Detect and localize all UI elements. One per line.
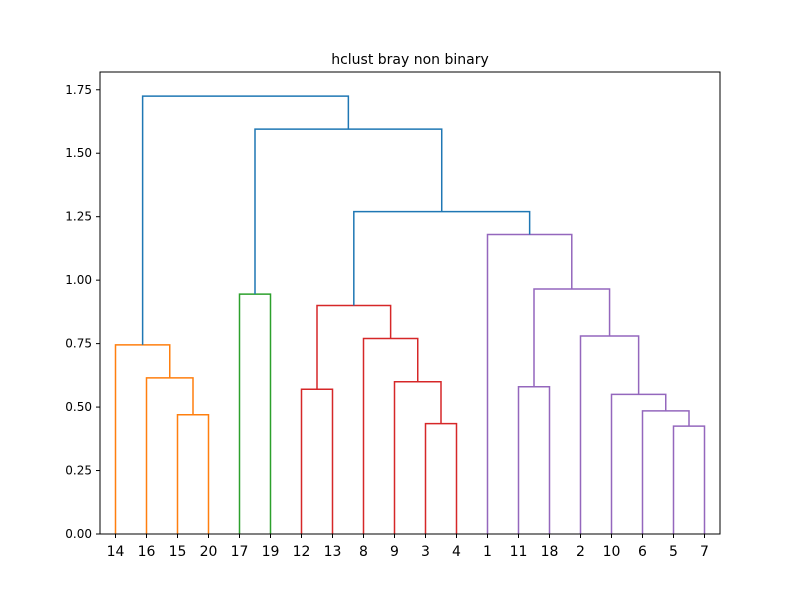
y-tick-label: 1.25 — [65, 210, 92, 224]
dendrogram-link — [533, 288, 611, 387]
leaf-label: 9 — [390, 544, 399, 560]
leaf-label: 7 — [700, 544, 709, 560]
leaf-label: 3 — [421, 544, 430, 560]
leaf-label: 19 — [262, 544, 280, 560]
leaf-label: 11 — [510, 544, 528, 560]
dendrogram-link — [393, 380, 442, 534]
leaf-label: 10 — [603, 544, 621, 560]
dendrogram-link — [579, 335, 640, 534]
leaf-label: 2 — [576, 544, 585, 560]
leaf-label: 17 — [231, 544, 249, 560]
dendrogram-link — [176, 413, 210, 534]
plot-frame — [99, 71, 721, 535]
chart-title: hclust bray non binary — [331, 52, 489, 68]
y-tick-label: 0.75 — [65, 337, 92, 351]
dendrogram-link — [114, 344, 171, 534]
dendrogram-link — [300, 388, 334, 534]
dendrogram-link — [486, 233, 573, 534]
leaf-label: 20 — [200, 544, 218, 560]
dendrogram-link — [353, 210, 531, 306]
leaf-label: 18 — [541, 544, 559, 560]
y-tick-label: 1.00 — [65, 273, 92, 287]
leaf-label: 6 — [638, 544, 647, 560]
leaf-label: 8 — [359, 544, 368, 560]
y-tick-label: 0.00 — [65, 527, 92, 541]
leaf-label: 1 — [483, 544, 492, 560]
dendrogram-link — [238, 293, 272, 534]
y-tick-label: 1.75 — [65, 83, 92, 97]
leaf-label: 4 — [452, 544, 461, 560]
y-tick-label: 1.50 — [65, 146, 92, 160]
leaf-label: 16 — [138, 544, 156, 560]
dendrogram-link — [641, 410, 690, 534]
dendrogram-link — [316, 304, 392, 390]
dendrogram-link — [672, 425, 706, 534]
y-tick-label: 0.25 — [65, 464, 92, 478]
dendrogram-link — [610, 393, 667, 534]
dendrogram-links — [114, 95, 706, 534]
dendrogram-link — [145, 377, 194, 534]
leaf-label: 13 — [324, 544, 342, 560]
y-axis: 0.00 0.25 0.50 0.75 1.00 1.25 1.50 1.75 — [65, 83, 100, 541]
leaf-label: 14 — [107, 544, 125, 560]
dendrogram-link — [362, 337, 419, 534]
leaf-label: 12 — [293, 544, 311, 560]
dendrogram-link — [141, 95, 350, 345]
dendrogram-link — [424, 422, 458, 534]
y-tick-label: 0.50 — [65, 400, 92, 414]
leaf-label: 15 — [169, 544, 187, 560]
dendrogram-link — [517, 386, 551, 534]
leaf-label: 5 — [669, 544, 678, 560]
x-axis: 14 16 15 20 17 19 12 13 8 9 3 4 1 11 18 2 10 6 5 7 — [107, 534, 709, 560]
